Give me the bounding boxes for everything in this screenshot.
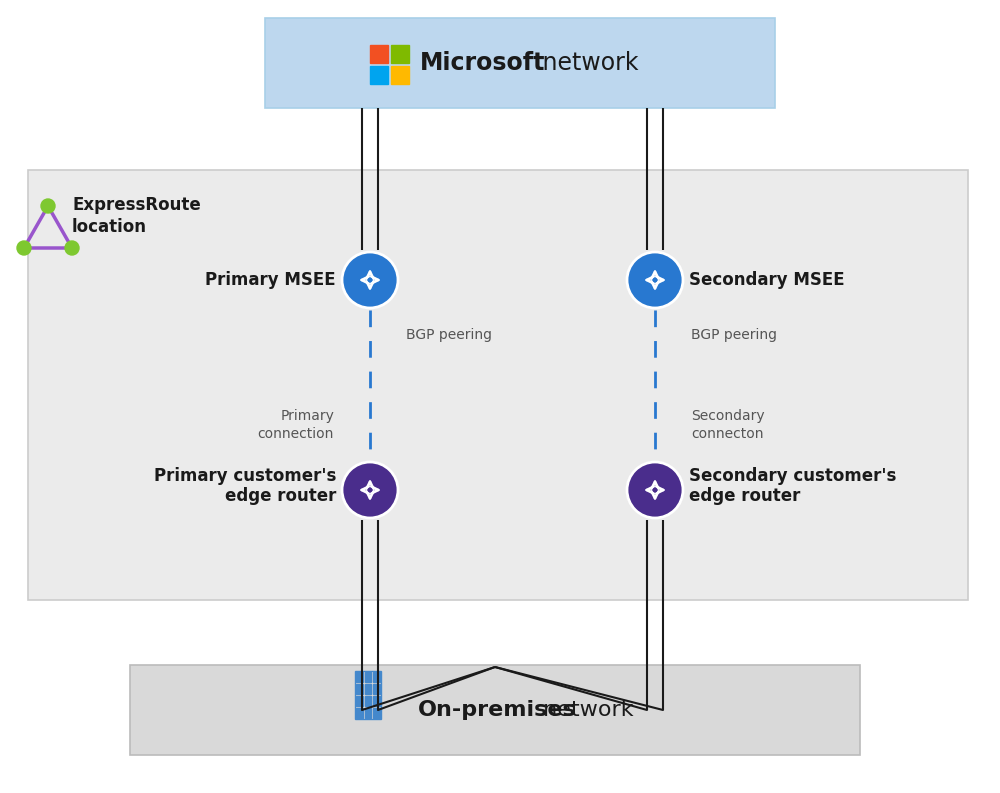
Text: Primary MSEE: Primary MSEE [205,271,336,289]
FancyBboxPatch shape [265,18,775,108]
Text: BGP peering: BGP peering [406,328,492,342]
Bar [365,672,371,682]
Bar [356,684,363,694]
Bar [373,708,380,718]
Bar [373,672,380,682]
Circle shape [342,462,398,518]
Text: edge router: edge router [225,487,336,505]
Circle shape [627,462,683,518]
Bar [356,672,363,682]
Text: edge router: edge router [689,487,800,505]
Bar [370,45,388,63]
Circle shape [41,199,55,213]
Circle shape [627,252,683,308]
Text: Primary
connection: Primary connection [258,409,334,441]
Bar [373,696,380,706]
Bar [391,45,409,63]
Circle shape [17,241,31,255]
Text: Secondary
connecton: Secondary connecton [691,409,765,441]
Bar [365,696,371,706]
Text: BGP peering: BGP peering [691,328,777,342]
Circle shape [65,241,79,255]
Bar [356,708,363,718]
Bar [365,684,371,694]
FancyBboxPatch shape [28,170,968,600]
Bar [373,684,380,694]
Bar [355,671,381,719]
Bar [365,708,371,718]
Text: ExpressRoute: ExpressRoute [72,196,201,214]
Circle shape [342,252,398,308]
Text: Secondary customer's: Secondary customer's [689,467,896,485]
Text: On-premises: On-premises [418,700,577,720]
Bar [356,696,363,706]
Bar [391,66,409,84]
Bar [370,66,388,84]
Text: location: location [72,218,147,236]
Text: Primary customer's: Primary customer's [154,467,336,485]
FancyBboxPatch shape [130,665,860,755]
Text: Secondary MSEE: Secondary MSEE [689,271,845,289]
Text: Microsoft: Microsoft [420,51,545,75]
Text: network: network [536,700,634,720]
Text: network: network [535,51,639,75]
